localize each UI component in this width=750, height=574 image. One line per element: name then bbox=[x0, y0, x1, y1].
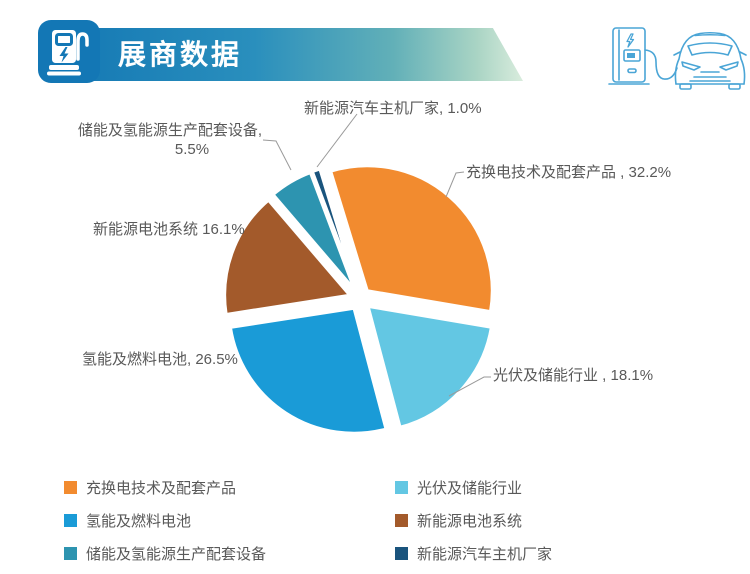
legend-item-charging: 充换电技术及配套产品 bbox=[64, 477, 236, 497]
pie-label-charging: 充换电技术及配套产品 , 32.2% bbox=[466, 164, 672, 181]
ev-charging-pump-icon bbox=[47, 28, 91, 76]
ev-charger-and-car-illustration bbox=[598, 12, 750, 96]
legend-swatch-storage-equipment bbox=[64, 546, 77, 560]
legend-item-battery-systems: 新能源电池系统 bbox=[395, 510, 522, 530]
pie-label-storage-line2: 5.5% bbox=[174, 141, 210, 158]
header-banner bbox=[60, 28, 523, 81]
legend-label-hydrogen: 氢能及燃料电池 bbox=[86, 512, 192, 530]
pie-label-hydrogen: 氢能及燃料电池, 26.5% bbox=[82, 351, 238, 368]
legend-label-battery-systems: 新能源电池系统 bbox=[417, 512, 523, 530]
legend-swatch-battery-systems bbox=[395, 513, 408, 527]
legend-label-storage-equipment: 储能及氢能源生产配套设备 bbox=[86, 545, 267, 563]
legend-swatch-pv bbox=[395, 480, 408, 494]
leader-line-charging bbox=[445, 171, 465, 198]
pie-label-storage-line1: 储能及氢能源生产配套设备, bbox=[77, 122, 262, 139]
leader-line-storage-equipment bbox=[262, 139, 292, 171]
leader-line-pv bbox=[448, 376, 491, 397]
legend-swatch-hydrogen bbox=[64, 513, 77, 527]
pie-slice-1 bbox=[366, 304, 493, 429]
pie-slice-2 bbox=[228, 306, 388, 435]
pie-label-oem: 新能源汽车主机厂家, 1.0% bbox=[304, 100, 482, 117]
pie-label-storage-equipment: 储能及氢能源生产配套设备, 5.5% bbox=[67, 121, 262, 159]
legend-item-pv: 光伏及储能行业 bbox=[395, 477, 522, 497]
legend-label-pv: 光伏及储能行业 bbox=[417, 479, 523, 497]
pie-slice-0 bbox=[329, 164, 494, 314]
page-title: 展商数据 bbox=[118, 39, 243, 70]
legend-swatch-charging bbox=[64, 480, 77, 494]
legend-swatch-oem bbox=[395, 546, 408, 560]
leader-line-oem bbox=[316, 113, 358, 168]
legend-label-oem: 新能源汽车主机厂家 bbox=[417, 545, 553, 563]
legend-label-charging: 充换电技术及配套产品 bbox=[86, 479, 237, 497]
pie-label-battery-systems: 新能源电池系统 16.1% bbox=[93, 221, 245, 238]
legend-item-oem: 新能源汽车主机厂家 bbox=[395, 543, 552, 563]
header-icon-box bbox=[38, 20, 100, 83]
pie-slice-4 bbox=[271, 171, 356, 292]
legend-item-hydrogen: 氢能及燃料电池 bbox=[64, 510, 191, 530]
legend-item-storage-equipment: 储能及氢能源生产配套设备 bbox=[64, 543, 266, 563]
pie-slice-5 bbox=[310, 167, 358, 291]
pie-label-pv: 光伏及储能行业 , 18.1% bbox=[493, 367, 654, 384]
pie-slice-3 bbox=[223, 198, 352, 316]
